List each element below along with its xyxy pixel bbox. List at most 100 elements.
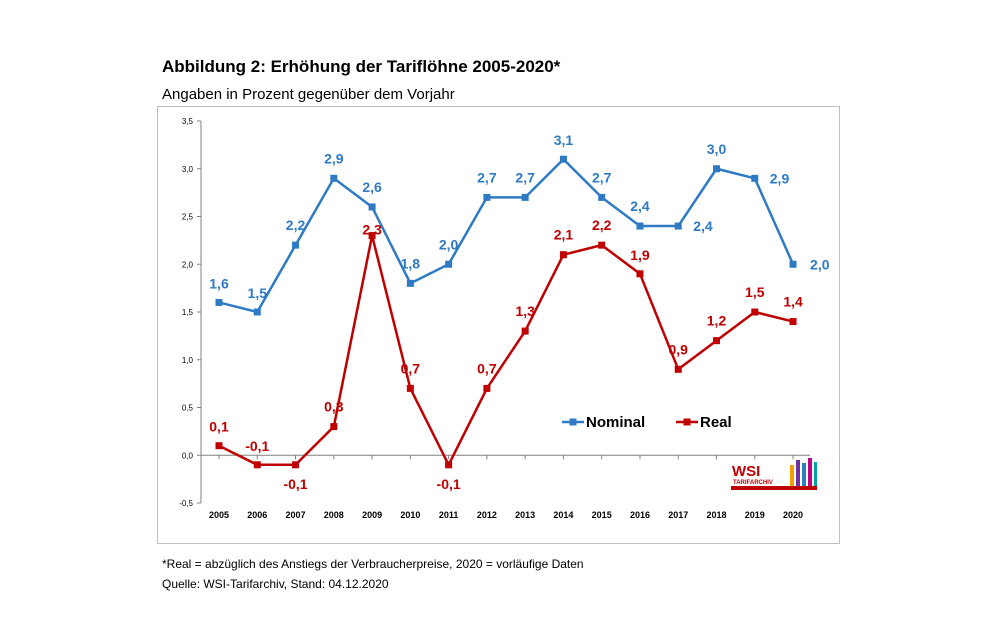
data-point-real [713, 337, 721, 345]
legend-real-label: Real [700, 414, 732, 431]
legend-nominal-marker [569, 418, 577, 426]
y-tick-label: 0,0 [182, 451, 194, 460]
data-point-real [521, 327, 529, 335]
y-tick-label: -0,5 [179, 499, 193, 508]
data-label-nominal: 2,4 [693, 218, 713, 234]
logo-bar-1 [790, 465, 794, 489]
data-point-nominal [789, 260, 797, 268]
x-tick-label: 2006 [247, 510, 267, 520]
data-label-nominal: 1,5 [248, 285, 268, 301]
data-label-nominal: 3,0 [707, 141, 727, 157]
series-line-real [218, 234, 794, 467]
data-point-real [445, 461, 453, 469]
x-tick-label: 2008 [324, 510, 344, 520]
data-label-real: 2,2 [592, 217, 612, 233]
data-point-real [253, 461, 261, 469]
x-tick-label: 2007 [286, 510, 306, 520]
x-tick-label: 2016 [630, 510, 650, 520]
data-label-real: 1,9 [630, 247, 650, 263]
data-label-nominal: 3,1 [554, 132, 574, 148]
data-label-nominal: 2,7 [515, 169, 535, 185]
data-label-nominal: 2,0 [439, 236, 459, 252]
y-tick-label: 3,0 [182, 165, 194, 174]
data-label-real: 1,5 [745, 284, 765, 300]
x-tick-label: 2010 [400, 510, 420, 520]
data-label-nominal: 2,2 [286, 217, 306, 233]
logo-underline [731, 486, 817, 490]
data-label-nominal: 2,0 [810, 256, 830, 272]
data-label-nominal: 1,6 [209, 275, 229, 291]
data-point-nominal [674, 222, 682, 230]
data-label-real: -0,1 [245, 438, 269, 454]
logo-bar-3 [802, 463, 806, 489]
logo-bar-2 [796, 460, 800, 489]
data-point-nominal [636, 222, 644, 230]
data-label-real: 0,7 [477, 360, 497, 376]
legend-nominal-label: Nominal [586, 414, 645, 431]
data-labels-layer: 1,6 1,5 2,2 2,9 2,6 1,8 2,0 2,7 2,7 3,1 2,7 2,4 2,4 3… [209, 132, 829, 492]
data-point-nominal [445, 260, 453, 268]
y-tick-label: 1,0 [182, 356, 194, 365]
data-label-real: 0,9 [669, 341, 689, 357]
chart-source: Quelle: WSI-Tarifarchiv, Stand: 04.12.20… [162, 577, 389, 591]
data-point-nominal [483, 193, 491, 201]
data-label-nominal: 2,9 [324, 150, 344, 166]
data-point-real [406, 384, 414, 392]
y-tick-label: 0,5 [182, 404, 194, 413]
data-label-real: 2,1 [554, 227, 574, 243]
data-label-real: 0,3 [324, 399, 344, 415]
logo-bar-5 [814, 462, 817, 489]
logo-bar-4 [808, 458, 812, 489]
data-point-real [215, 442, 223, 450]
data-point-real [330, 423, 338, 431]
data-point-nominal [253, 308, 261, 316]
data-label-nominal: 2,7 [477, 169, 497, 185]
x-tick-label: 2012 [477, 510, 497, 520]
data-label-nominal: 2,7 [592, 169, 612, 185]
data-point-nominal [406, 279, 414, 287]
logo-text-wsi: WSI [732, 463, 760, 480]
x-tick-label: 2019 [745, 510, 765, 520]
data-label-real: 2,3 [362, 222, 382, 238]
logo-text-tarifarchiv: TARIFARCHIV [733, 480, 773, 486]
data-label-real: 1,4 [783, 294, 803, 310]
data-point-nominal [215, 298, 223, 306]
x-tick-label: 2005 [209, 510, 229, 520]
x-tick-label: 2018 [706, 510, 726, 520]
data-point-nominal [521, 193, 529, 201]
y-tick-label: 3,5 [182, 117, 194, 126]
data-label-real: 1,2 [707, 313, 727, 329]
data-label-real: -0,1 [437, 476, 461, 492]
data-point-real [636, 270, 644, 278]
chart-legend: Nominal Real [562, 414, 732, 431]
data-point-real [368, 232, 376, 240]
data-point-real [598, 241, 606, 249]
chart-title: Abbildung 2: Erhöhung der Tariflöhne 200… [162, 57, 561, 76]
data-point-nominal [598, 193, 606, 201]
data-label-real: -0,1 [283, 476, 307, 492]
data-label-real: 0,1 [209, 419, 229, 435]
data-label-nominal: 2,4 [630, 198, 650, 214]
data-point-real [559, 251, 567, 259]
chart-frame [157, 106, 840, 544]
x-tick-label: 2017 [668, 510, 688, 520]
data-point-real [292, 461, 300, 469]
series-line-nominal [218, 157, 795, 314]
data-point-nominal [559, 155, 567, 163]
chart-subtitle: Angaben in Prozent gegenüber dem Vorjahr [162, 86, 455, 103]
data-point-nominal [368, 203, 376, 211]
chart-axes: -0,5 0,0 0,5 1,0 1,5 2,0 2,5 3,0 3,5 2005 2006 2007… [179, 117, 811, 520]
data-point-nominal [330, 174, 338, 182]
chart-footnote: *Real = abzüglich des Anstiegs der Verbr… [162, 557, 584, 571]
legend-real-marker [683, 418, 691, 426]
data-point-real [674, 365, 682, 373]
y-tick-label: 1,5 [182, 308, 194, 317]
x-tick-label: 2015 [592, 510, 612, 520]
data-point-real [789, 318, 797, 326]
data-point-real [751, 308, 759, 316]
data-label-nominal: 2,6 [362, 179, 382, 195]
data-label-nominal: 2,9 [770, 170, 790, 186]
data-label-real: 0,7 [401, 360, 421, 376]
data-point-nominal [292, 241, 300, 249]
